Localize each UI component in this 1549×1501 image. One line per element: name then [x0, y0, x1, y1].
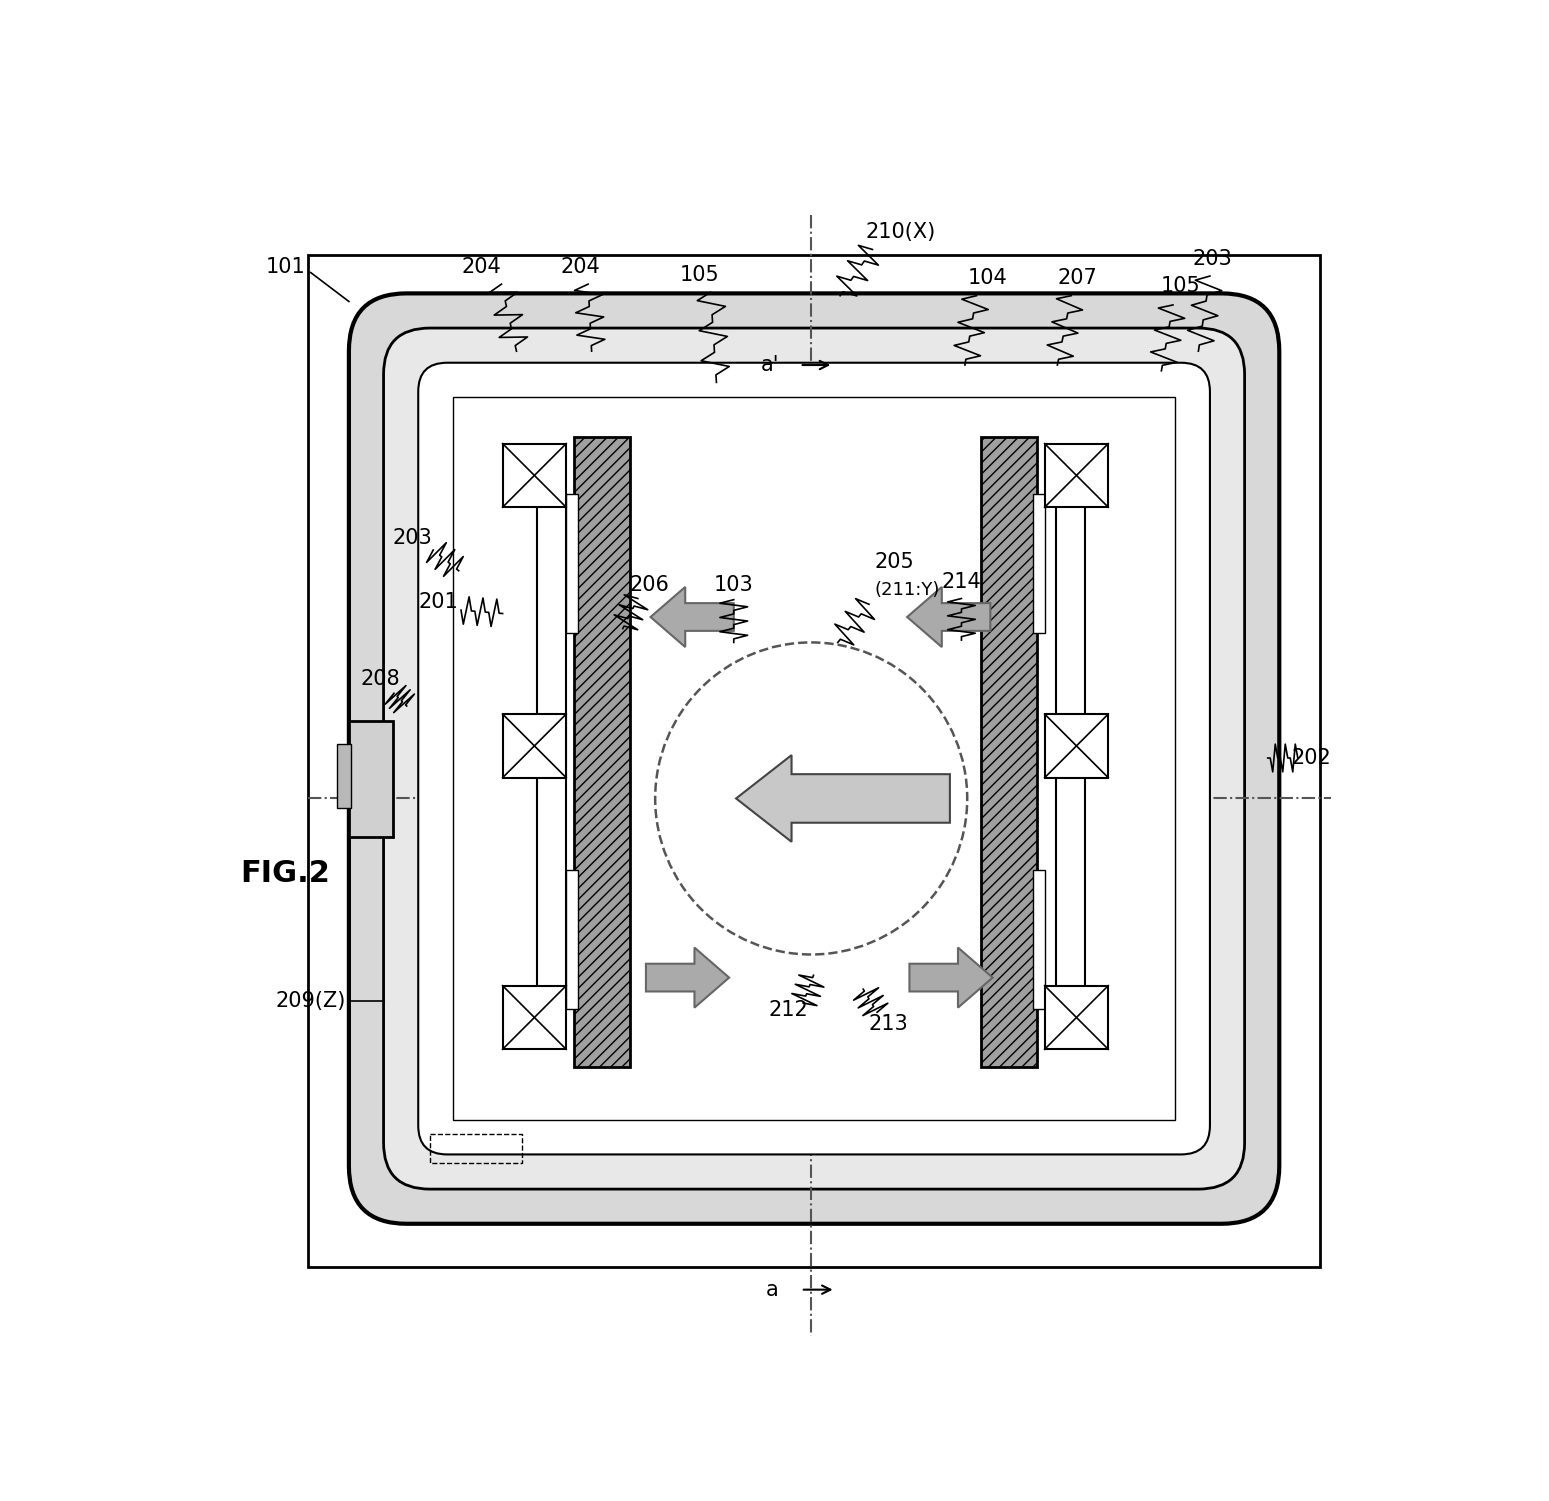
Bar: [538, 494, 567, 1009]
Text: 203: 203: [1193, 249, 1231, 269]
Bar: [1033, 871, 1044, 1009]
Bar: [575, 437, 630, 1067]
FancyArrow shape: [646, 947, 730, 1007]
Bar: [567, 871, 578, 1009]
Bar: [502, 444, 567, 507]
Text: a': a': [761, 356, 779, 375]
Text: 105: 105: [1162, 276, 1200, 297]
Bar: [1044, 444, 1108, 507]
FancyArrow shape: [909, 947, 993, 1007]
Bar: [1044, 714, 1108, 778]
Text: 210(X): 210(X): [864, 222, 936, 242]
Text: 205: 205: [875, 551, 914, 572]
FancyBboxPatch shape: [384, 329, 1244, 1189]
Text: FIG.2: FIG.2: [240, 859, 330, 889]
Bar: [502, 714, 567, 778]
Text: 207: 207: [1056, 269, 1097, 288]
Bar: [1033, 494, 1044, 633]
Bar: [452, 398, 1176, 1120]
Bar: [429, 1133, 522, 1163]
Bar: [308, 255, 1320, 1267]
FancyArrow shape: [651, 587, 734, 647]
FancyBboxPatch shape: [349, 293, 1279, 1223]
Bar: [1056, 494, 1086, 1009]
Text: 202: 202: [1292, 747, 1332, 769]
FancyBboxPatch shape: [418, 363, 1210, 1154]
Text: 204: 204: [462, 257, 502, 276]
Text: 206: 206: [629, 575, 669, 594]
Bar: [349, 720, 393, 836]
Text: 201: 201: [418, 591, 459, 612]
Bar: [338, 744, 352, 808]
Text: 208: 208: [361, 669, 400, 689]
Text: 103: 103: [714, 575, 754, 594]
Text: a: a: [767, 1280, 779, 1300]
FancyArrow shape: [908, 587, 990, 647]
Bar: [502, 986, 567, 1049]
Text: 203: 203: [392, 528, 432, 548]
Text: 212: 212: [768, 1000, 809, 1021]
Text: 209(Z): 209(Z): [276, 991, 345, 1010]
Text: (211:Y): (211:Y): [875, 581, 940, 599]
Text: 213: 213: [869, 1013, 909, 1034]
Text: 214: 214: [942, 572, 982, 593]
Bar: [981, 437, 1036, 1067]
Text: 101: 101: [265, 257, 305, 276]
Text: 104: 104: [968, 269, 1008, 288]
Bar: [1044, 986, 1108, 1049]
Text: 105: 105: [678, 264, 719, 285]
Bar: [567, 494, 578, 633]
Text: 204: 204: [561, 257, 599, 276]
FancyArrow shape: [736, 755, 950, 842]
